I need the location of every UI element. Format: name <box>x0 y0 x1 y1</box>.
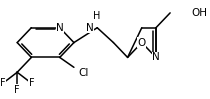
Text: F: F <box>29 78 34 88</box>
Text: N: N <box>87 23 94 33</box>
Text: H: H <box>93 11 100 21</box>
Text: N: N <box>152 52 160 62</box>
Text: F: F <box>14 85 20 95</box>
Text: F: F <box>0 78 6 88</box>
Text: Cl: Cl <box>78 68 88 78</box>
Text: O: O <box>138 38 146 48</box>
Text: OH: OH <box>191 8 207 18</box>
Text: N: N <box>56 23 64 33</box>
